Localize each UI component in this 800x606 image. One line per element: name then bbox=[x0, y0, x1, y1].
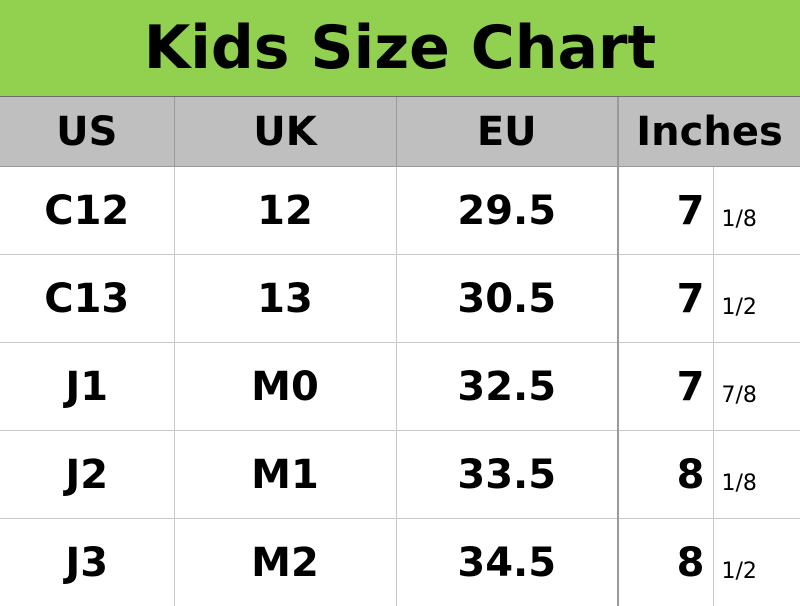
table-row: J1 M0 32.5 7 7/8 bbox=[0, 343, 800, 431]
table-row: C13 13 30.5 7 1/2 bbox=[0, 255, 800, 343]
cell-inch-whole: 8 bbox=[618, 431, 713, 519]
cell-inch-fraction: 1/8 bbox=[713, 431, 800, 519]
cell-inch-whole: 7 bbox=[618, 343, 713, 431]
header-uk: UK bbox=[174, 97, 396, 167]
table-row: J3 M2 34.5 8 1/2 bbox=[0, 519, 800, 606]
size-chart: Kids Size Chart US UK EU Inches C12 12 2… bbox=[0, 0, 800, 516]
header-us: US bbox=[0, 97, 174, 167]
cell-eu: 34.5 bbox=[396, 519, 618, 606]
cell-uk: M0 bbox=[174, 343, 396, 431]
cell-uk: 13 bbox=[174, 255, 396, 343]
cell-inch-fraction: 1/2 bbox=[713, 519, 800, 606]
cell-inch-whole: 7 bbox=[618, 255, 713, 343]
cell-inch-whole: 7 bbox=[618, 167, 713, 255]
header-inches: Inches bbox=[618, 97, 800, 167]
title-bar: Kids Size Chart bbox=[0, 0, 800, 97]
cell-uk: M1 bbox=[174, 431, 396, 519]
cell-inch-whole: 8 bbox=[618, 519, 713, 606]
cell-eu: 30.5 bbox=[396, 255, 618, 343]
header-eu: EU bbox=[396, 97, 618, 167]
cell-us: J3 bbox=[0, 519, 174, 606]
cell-us: J2 bbox=[0, 431, 174, 519]
cell-inch-fraction: 7/8 bbox=[713, 343, 800, 431]
cell-eu: 33.5 bbox=[396, 431, 618, 519]
cell-uk: M2 bbox=[174, 519, 396, 606]
cell-eu: 32.5 bbox=[396, 343, 618, 431]
cell-eu: 29.5 bbox=[396, 167, 618, 255]
size-table: US UK EU Inches C12 12 29.5 7 1/8 C13 13… bbox=[0, 97, 800, 606]
cell-us: C12 bbox=[0, 167, 174, 255]
header-row: US UK EU Inches bbox=[0, 97, 800, 167]
cell-us: J1 bbox=[0, 343, 174, 431]
cell-inch-fraction: 1/2 bbox=[713, 255, 800, 343]
chart-title: Kids Size Chart bbox=[144, 13, 656, 83]
cell-uk: 12 bbox=[174, 167, 396, 255]
table-row: C12 12 29.5 7 1/8 bbox=[0, 167, 800, 255]
cell-us: C13 bbox=[0, 255, 174, 343]
table-row: J2 M1 33.5 8 1/8 bbox=[0, 431, 800, 519]
cell-inch-fraction: 1/8 bbox=[713, 167, 800, 255]
